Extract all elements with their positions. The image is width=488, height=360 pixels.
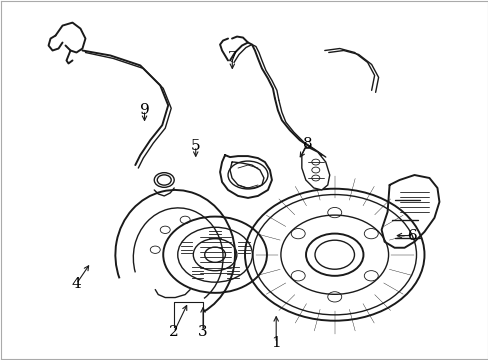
Text: 5: 5 xyxy=(190,139,200,153)
Polygon shape xyxy=(301,148,329,190)
Text: 2: 2 xyxy=(168,325,178,339)
Text: 1: 1 xyxy=(271,336,281,350)
Text: 3: 3 xyxy=(198,325,207,339)
Text: 9: 9 xyxy=(140,103,149,117)
Text: 8: 8 xyxy=(303,137,312,151)
Text: 6: 6 xyxy=(407,229,417,243)
Text: 4: 4 xyxy=(71,277,81,291)
Text: 7: 7 xyxy=(227,51,237,65)
